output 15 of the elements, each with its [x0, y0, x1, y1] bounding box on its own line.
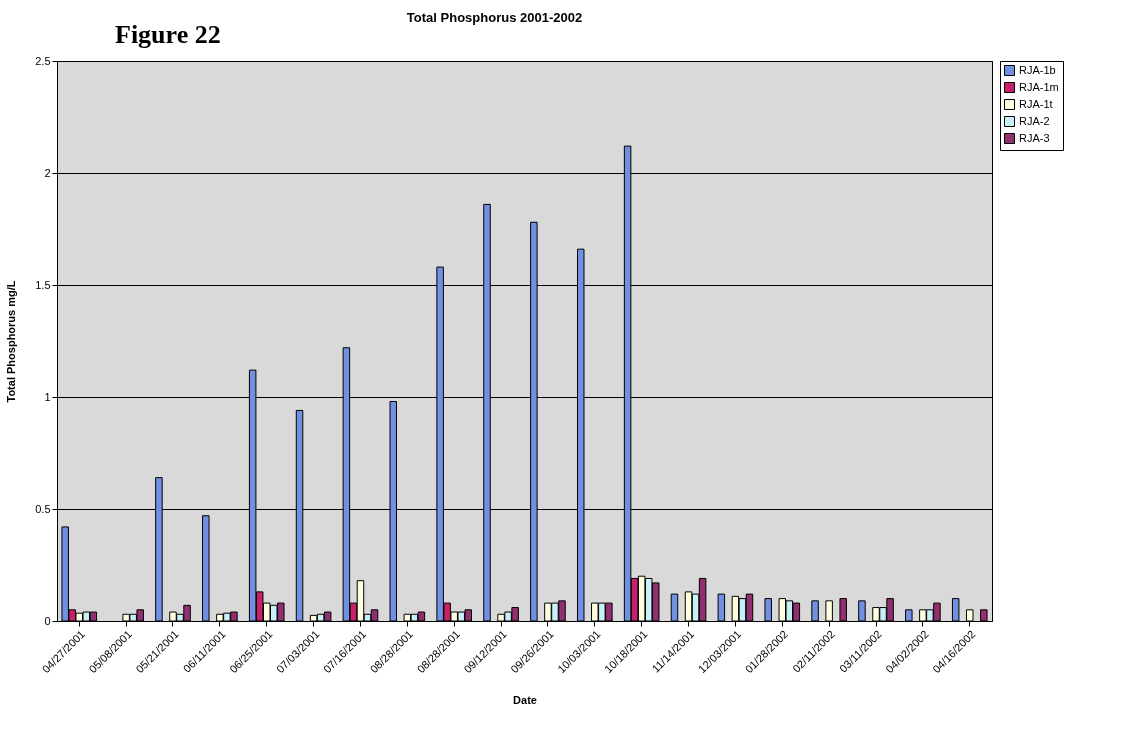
y-axis-title: Total Phosphorus mg/L	[5, 280, 18, 403]
y-tick-label: 0.5	[35, 502, 51, 515]
caption: Figure 22	[115, 20, 221, 50]
y-tick-label: 2	[44, 166, 51, 179]
y-tick-label: 1	[44, 390, 51, 403]
x-axis-title: Date	[513, 694, 537, 707]
legend-label: RJA-3	[1019, 131, 1050, 144]
legend-label: RJA-1m	[1019, 80, 1059, 93]
y-tick-label: 0	[44, 614, 51, 627]
legend-label: RJA-1b	[1019, 63, 1056, 76]
y-tick-label: 1.5	[35, 278, 51, 291]
legend-label: RJA-2	[1019, 114, 1050, 127]
chart-title: Total Phosphorus 2001-2002	[406, 10, 583, 25]
legend-label: RJA-1t	[1019, 97, 1053, 110]
y-tick-label: 2.5	[35, 54, 51, 67]
